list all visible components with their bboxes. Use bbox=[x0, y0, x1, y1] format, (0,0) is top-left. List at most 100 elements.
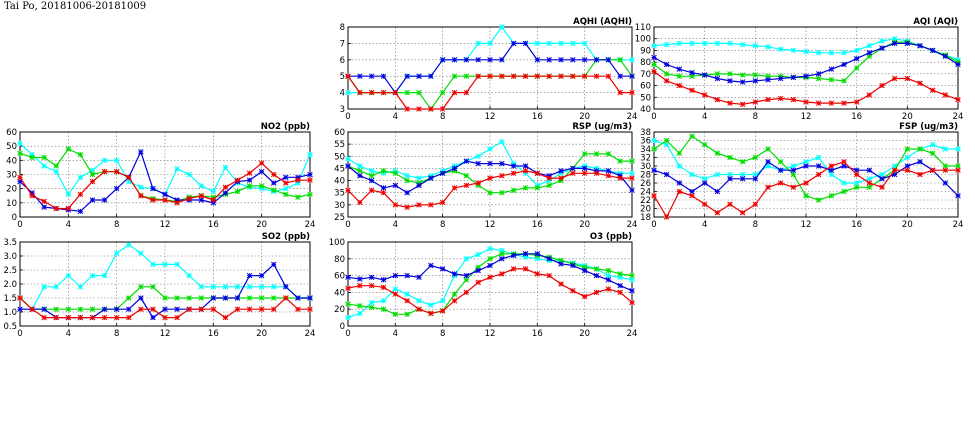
data-point-blue bbox=[451, 271, 458, 277]
y-tick-label: 50 bbox=[6, 142, 17, 152]
data-point-red bbox=[451, 185, 458, 191]
data-point-cyan bbox=[174, 166, 180, 172]
data-point-red bbox=[581, 73, 588, 79]
y-tick-label: 10 bbox=[6, 199, 17, 209]
data-point-green bbox=[651, 61, 657, 68]
data-point-blue bbox=[917, 42, 923, 49]
data-point-cyan bbox=[739, 41, 746, 48]
data-point-red bbox=[487, 175, 493, 181]
data-point-cyan bbox=[701, 40, 708, 47]
data-point-cyan bbox=[428, 302, 434, 308]
data-point-red bbox=[174, 200, 180, 206]
data-point-blue bbox=[714, 75, 721, 82]
data-point-red bbox=[651, 192, 657, 199]
data-point-red bbox=[891, 75, 898, 82]
data-point-green bbox=[198, 295, 205, 301]
x-tick-label: 20 bbox=[256, 329, 267, 339]
so2-chart: SO2 (ppb) 0 4 8 12 16 20 24 0.5 1.0 1.5 2.0 2.5 3.0 3.… bbox=[3, 232, 315, 339]
data-point-blue bbox=[663, 171, 670, 178]
data-point-blue bbox=[828, 66, 835, 72]
data-point-blue bbox=[174, 306, 180, 312]
data-point-green bbox=[53, 163, 60, 169]
data-point-blue bbox=[380, 185, 387, 191]
x-tick-label: 0 bbox=[17, 329, 22, 339]
data-point-red bbox=[138, 306, 144, 312]
data-point-green bbox=[499, 251, 505, 257]
data-point-green bbox=[777, 158, 784, 165]
data-point-cyan bbox=[439, 298, 446, 304]
x-tick-label: 0 bbox=[17, 220, 22, 230]
data-point-cyan bbox=[113, 157, 120, 164]
x-tick-label: 4 bbox=[393, 220, 398, 230]
data-point-cyan bbox=[162, 261, 168, 268]
x-tick-label: 4 bbox=[393, 329, 398, 339]
data-point-cyan bbox=[955, 146, 961, 152]
data-point-cyan bbox=[404, 172, 410, 179]
y-tick-label: 50 bbox=[640, 93, 651, 103]
data-point-red bbox=[246, 306, 253, 312]
data-point-green bbox=[499, 189, 505, 196]
data-point-green bbox=[463, 172, 470, 179]
data-point-cyan bbox=[499, 138, 505, 145]
data-point-blue bbox=[150, 185, 156, 192]
y-tick-label: 1.5 bbox=[3, 294, 17, 304]
data-point-green bbox=[186, 295, 192, 301]
data-point-green bbox=[929, 150, 936, 157]
x-tick-label: 0 bbox=[345, 112, 350, 122]
data-point-cyan bbox=[41, 163, 47, 169]
data-point-blue bbox=[676, 180, 683, 186]
data-point-red bbox=[510, 73, 517, 79]
data-point-blue bbox=[727, 78, 733, 84]
data-point-cyan bbox=[475, 153, 481, 160]
data-point-red bbox=[463, 89, 470, 96]
data-point-blue bbox=[89, 197, 96, 203]
data-point-cyan bbox=[475, 251, 481, 258]
data-point-blue bbox=[463, 158, 470, 164]
data-point-red bbox=[138, 192, 144, 199]
data-point-cyan bbox=[283, 185, 289, 192]
x-tick-label: 4 bbox=[393, 112, 398, 122]
data-point-red bbox=[53, 205, 60, 212]
data-point-blue bbox=[307, 295, 313, 301]
x-tick-label: 24 bbox=[305, 220, 316, 230]
data-point-cyan bbox=[222, 284, 229, 290]
data-point-cyan bbox=[53, 168, 60, 175]
y-tick-label: 4 bbox=[340, 89, 345, 99]
data-point-blue bbox=[439, 57, 446, 63]
data-point-cyan bbox=[879, 38, 885, 44]
data-point-red bbox=[368, 187, 375, 194]
y-tick-label: 70 bbox=[640, 70, 651, 80]
data-point-blue bbox=[891, 40, 898, 47]
data-point-cyan bbox=[345, 155, 351, 162]
x-tick-label: 20 bbox=[256, 220, 267, 230]
y-tick-label: 3.0 bbox=[3, 252, 17, 262]
data-point-blue bbox=[790, 167, 797, 174]
data-point-green bbox=[803, 192, 809, 199]
data-point-blue bbox=[41, 306, 47, 312]
data-point-red bbox=[89, 178, 96, 185]
data-point-cyan bbox=[475, 40, 481, 47]
y-tick-label: 80 bbox=[334, 255, 345, 265]
data-point-red bbox=[186, 306, 192, 312]
x-tick-label: 16 bbox=[532, 112, 543, 122]
data-point-blue bbox=[663, 61, 670, 68]
data-point-green bbox=[368, 304, 375, 311]
data-point-cyan bbox=[487, 245, 493, 252]
data-point-blue bbox=[428, 73, 434, 79]
data-point-red bbox=[283, 180, 289, 186]
y-tick-label: 40 bbox=[6, 156, 17, 166]
data-point-blue bbox=[198, 197, 205, 203]
data-point-red bbox=[676, 188, 683, 195]
data-point-red bbox=[841, 158, 847, 165]
data-point-blue bbox=[546, 57, 552, 63]
data-point-green bbox=[714, 71, 721, 77]
x-tick-label: 24 bbox=[627, 112, 638, 122]
data-point-blue bbox=[345, 163, 351, 169]
data-point-cyan bbox=[727, 171, 733, 178]
data-point-cyan bbox=[404, 291, 410, 297]
data-point-green bbox=[651, 146, 657, 152]
data-point-blue bbox=[499, 57, 505, 63]
data-point-red bbox=[439, 106, 446, 112]
data-point-blue bbox=[234, 295, 241, 301]
